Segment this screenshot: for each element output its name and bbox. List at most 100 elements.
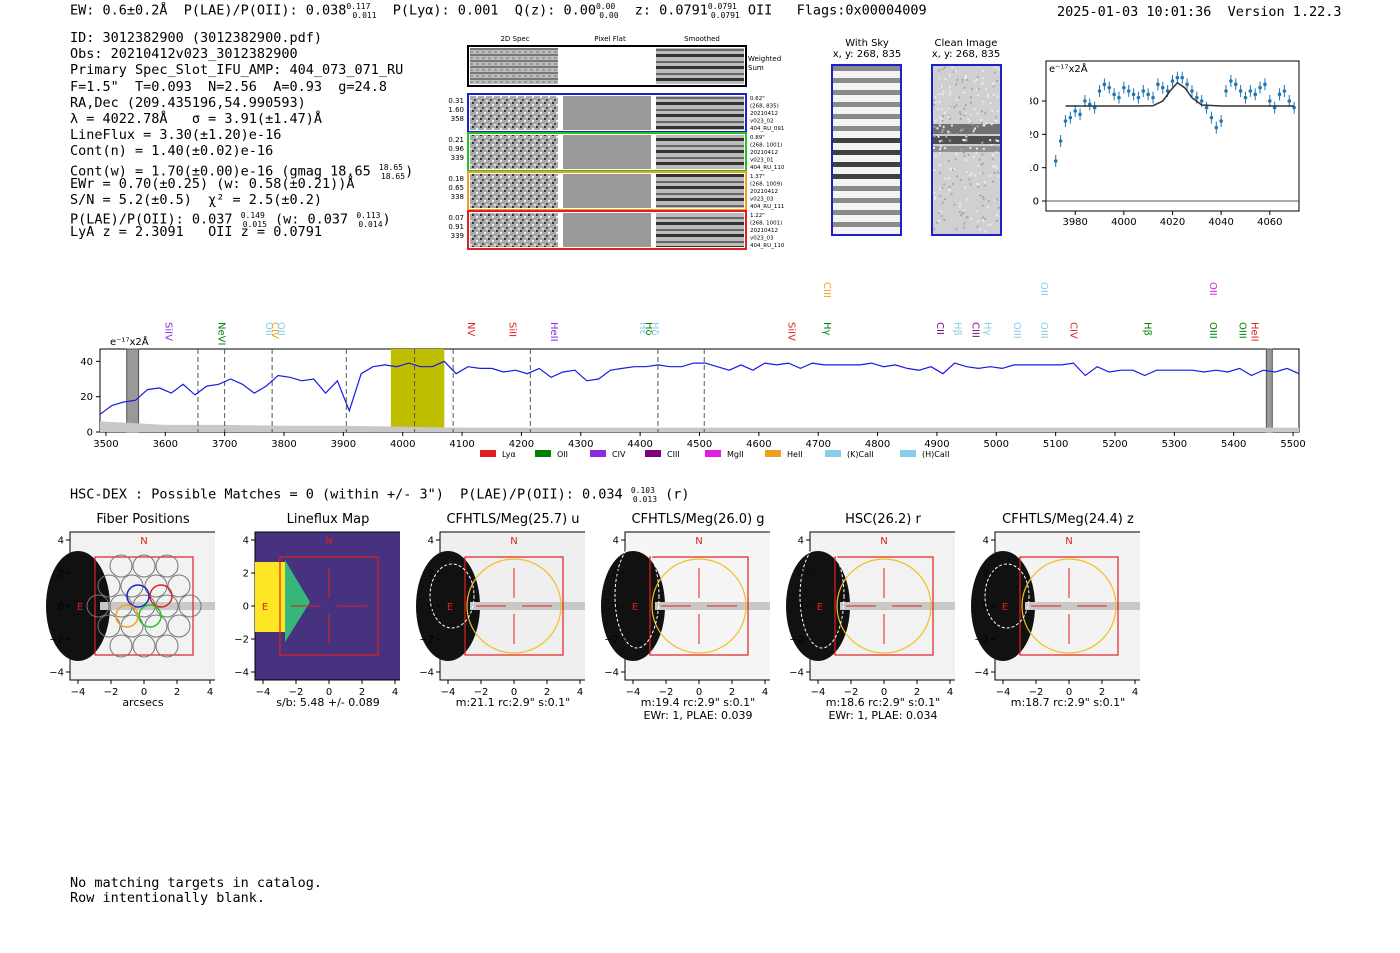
spec2d-row-0-meta-4: 404_RU_091 <box>750 126 784 132</box>
info-ewr: EWr = 0.70(±0.25) (w: 0.58(±0.21))Å <box>70 175 355 192</box>
panel-xtick-label: 4 <box>577 687 583 698</box>
legend-swatch <box>765 450 781 457</box>
spec2d-row-0-flat <box>563 96 651 130</box>
clean-noise-dot <box>939 195 942 198</box>
clean-noise-dot <box>955 98 958 101</box>
clean-noise-dot <box>975 88 978 91</box>
spectrum-line <box>99 360 1300 415</box>
zoom-point <box>1160 85 1165 90</box>
spec2d-row-2-meta-1: (268, 1009) <box>750 182 782 188</box>
fiber-circle <box>97 574 121 598</box>
clean-noise-dot <box>933 99 936 102</box>
clean-noise-dot <box>965 171 968 173</box>
zoom-point <box>1238 89 1243 93</box>
spectrum-xtick-label: 4500 <box>687 439 712 450</box>
header-z-sub: 0.0791 <box>710 11 740 21</box>
spectrum-line-label: Hγ <box>821 322 832 336</box>
clean-noise-dot <box>992 154 995 157</box>
clean-noise-dot <box>994 199 997 202</box>
header-plae-sub: 0.011 <box>352 11 377 21</box>
clean-noise-dot <box>934 119 937 122</box>
clean-noise-dot <box>961 80 964 83</box>
zoom-point <box>1063 119 1068 123</box>
clean-noise-dot <box>966 79 969 81</box>
fiber-circle-orange <box>115 604 139 628</box>
clean-noise-dot <box>969 183 972 186</box>
legend-swatch <box>480 450 496 457</box>
with-sky-title: With Sky x, y: 268, 835 <box>832 38 902 60</box>
zoom-point <box>1092 105 1097 110</box>
clean-noise-dot <box>975 151 978 154</box>
clean-noise-dot <box>943 218 946 221</box>
east-marker: E <box>817 602 823 613</box>
hsc-sub: 0.013 <box>632 495 658 505</box>
clean-noise-dot <box>969 96 972 99</box>
bright-source <box>601 551 665 661</box>
sky-stripe <box>833 210 900 215</box>
panel-ytick-label: 2 <box>243 569 249 580</box>
clean-noise-dot <box>964 77 967 79</box>
header-plya: P(Lyα): 0.001 Q(z): 0.00 <box>376 2 596 19</box>
panel-image-3: N E −4 −4 −2 −2 0 0 2 2 4 4 <box>601 531 770 698</box>
clean-noise-dot <box>958 205 961 208</box>
panel-caption-line1: m:19.4 rc:2.9" s:0.1" <box>640 696 756 709</box>
spectrum-ytick-label: 20 <box>80 392 93 403</box>
catalog-ellipse <box>614 543 660 649</box>
zoom-point <box>1248 89 1253 93</box>
catalog-ellipse <box>984 563 1030 629</box>
zoom-point <box>1073 109 1077 113</box>
header-z: z: 0.0791 <box>618 2 708 19</box>
clean-noise-dot <box>944 177 947 180</box>
panel-ytick-label: 2 <box>58 569 64 580</box>
bright-source <box>46 551 110 661</box>
zoom-xtick-label: 3980 <box>1062 217 1087 228</box>
clean-noise-dot <box>965 104 967 107</box>
zoom-xtick-label: 4040 <box>1208 217 1233 228</box>
clean-noise-dot <box>954 70 957 73</box>
sky-stripe <box>833 90 900 95</box>
panel-image-1: N E −4 −4 −2 −2 0 0 2 2 4 4 <box>234 531 400 698</box>
panel-caption-4: m:18.6 rc:2.9" s:0.1" EWr: 1, PLAE: 0.034 <box>803 696 963 722</box>
spectrum-unit-label: e⁻¹⁷x2Å <box>110 335 149 348</box>
panel-xtick-label: −2 <box>104 687 119 698</box>
clean-noise-dot <box>981 172 984 175</box>
spec2d-row-0-meta-3: v023_02 <box>750 119 774 125</box>
hsc-sup: 0.103 <box>630 486 655 495</box>
clean-noise-dot <box>936 108 939 111</box>
zoom-point <box>1233 82 1238 87</box>
clean-noise-dot <box>982 77 985 80</box>
clean-noise-dot <box>971 87 974 90</box>
fiber-circle <box>109 554 133 578</box>
spectrum-line-label: Hβ <box>1142 322 1153 336</box>
clean-noise-dot <box>933 168 936 171</box>
clean-noise-dot <box>958 96 961 99</box>
legend-label: Lyα <box>502 450 516 459</box>
zoom-point <box>1199 99 1204 103</box>
clean-noise-dot <box>982 219 984 222</box>
sky-stripe <box>833 150 900 155</box>
clean-noise-dot <box>980 110 983 113</box>
spec2d-row-2-stat-1: 0.65 <box>448 184 464 192</box>
clean-noise-dot <box>987 94 989 96</box>
clean-noise-dot <box>982 198 985 201</box>
clean-noise-dot <box>976 75 979 78</box>
north-marker: N <box>695 536 702 547</box>
spectrum-xtick-label: 3600 <box>153 439 178 450</box>
clean-noise-dot <box>934 197 936 200</box>
legend-swatch <box>590 450 606 457</box>
clean-noise-dot <box>941 68 944 71</box>
clean-noise-dot <box>934 101 937 104</box>
clean-noise-dot <box>969 146 972 149</box>
spec2d-row-3-2d <box>470 213 558 247</box>
info-gmag-sup: 18.65 <box>378 162 403 172</box>
clean-noise-dot <box>933 228 936 231</box>
zoom-point <box>1204 105 1209 110</box>
spectrum-line-label: OIII <box>1011 322 1022 339</box>
sky-stripe <box>833 78 900 83</box>
clean-noise-dot <box>944 77 947 80</box>
zoom-point <box>1117 95 1121 100</box>
fiber-circle <box>155 554 179 578</box>
spec2d-row-3-stat-0: 0.07 <box>448 214 464 222</box>
zoom-point <box>1083 99 1087 103</box>
clean-noise-dot <box>979 194 982 197</box>
